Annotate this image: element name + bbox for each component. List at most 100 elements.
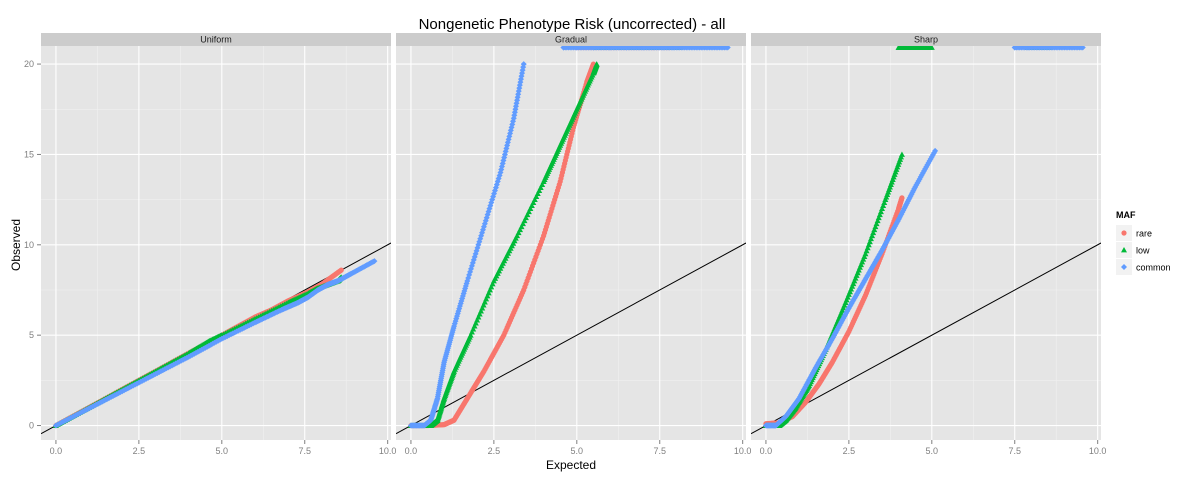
data-point-low <box>483 296 490 302</box>
y-tick-label: 0 <box>29 421 34 431</box>
x-tick-label: 7.5 <box>1008 446 1021 456</box>
data-point-low <box>489 280 496 287</box>
data-point-low <box>848 286 855 292</box>
data-point-low <box>528 202 535 209</box>
data-point-common <box>932 147 939 154</box>
data-point-low <box>488 283 495 290</box>
data-point-low <box>875 214 882 221</box>
data-point-common <box>371 258 378 265</box>
panel-background <box>751 46 1101 440</box>
data-point-low <box>537 184 544 190</box>
data-point-low <box>536 187 543 193</box>
series-common <box>52 258 378 429</box>
legend-label: common <box>1136 263 1171 273</box>
x-tick-label: 5.0 <box>216 446 229 456</box>
data-point-low <box>471 323 478 329</box>
data-point-low <box>874 217 881 224</box>
panel-background <box>41 46 391 440</box>
panel-sharp: Sharp 0.0 2.5 5.0 7.5 10.0 <box>751 33 1106 456</box>
data-point-low <box>530 199 537 206</box>
data-point-low <box>849 283 856 289</box>
x-tick-label: 10.0 <box>734 446 752 456</box>
data-point-low <box>843 296 850 303</box>
facet-strip <box>41 33 391 46</box>
data-point-low <box>859 258 866 265</box>
x-tick-label: 2.5 <box>133 446 146 456</box>
data-point-low <box>846 288 853 295</box>
data-point-low <box>525 208 532 215</box>
data-point-low <box>517 226 524 233</box>
legend-label: rare <box>1136 229 1152 239</box>
data-point-low <box>484 293 491 299</box>
legend-item-common: common <box>1116 259 1171 275</box>
panel-data <box>41 242 391 435</box>
data-point-low <box>842 299 849 306</box>
data-point-low <box>515 229 522 236</box>
facet-strip-label: Sharp <box>914 35 938 45</box>
data-point-low <box>845 291 852 297</box>
data-point-rare <box>899 195 905 201</box>
clipped-common <box>1011 46 1086 51</box>
x-tick-label: 7.5 <box>298 446 311 456</box>
data-point-low <box>844 294 851 300</box>
clipped-point-common <box>724 46 731 51</box>
facet-strip <box>396 33 746 46</box>
legend-title: MAF <box>1116 210 1136 220</box>
legend-marker-low <box>1121 247 1127 253</box>
data-point-low <box>866 238 873 245</box>
data-point-low <box>477 308 484 314</box>
series-common <box>407 61 527 429</box>
data-point-low <box>476 311 483 317</box>
series-common <box>762 147 939 429</box>
legend-label: low <box>1136 246 1150 256</box>
panel-data <box>396 46 746 435</box>
data-point-low <box>863 247 870 254</box>
data-point-low <box>854 269 861 276</box>
data-point-low <box>860 256 867 262</box>
data-point-low <box>852 275 859 281</box>
x-tick-label: 7.5 <box>653 446 666 456</box>
data-point-low <box>474 317 481 323</box>
reference-line <box>396 242 746 435</box>
data-point-low <box>858 261 865 268</box>
data-point-low <box>865 241 872 248</box>
panel-uniform: Uniform 0.0 2.5 5.0 7.5 10.0 <box>41 33 396 456</box>
data-point-low <box>518 223 525 230</box>
clipped-point-low <box>928 46 935 50</box>
data-point-low <box>521 217 528 224</box>
x-axis-title: Expected <box>546 458 596 472</box>
x-tick-label: 0.0 <box>760 446 773 456</box>
data-point-low <box>534 190 541 196</box>
x-tick-label: 0.0 <box>50 446 63 456</box>
data-point-low <box>870 229 877 236</box>
data-point-low <box>481 299 488 305</box>
data-point-low <box>877 208 884 215</box>
data-point-low <box>876 211 883 218</box>
y-tick-label: 20 <box>24 59 34 69</box>
data-point-low <box>527 205 534 212</box>
data-point-low <box>855 267 862 273</box>
legend-marker-rare <box>1121 230 1127 236</box>
data-point-low <box>533 193 540 200</box>
facet-strip <box>751 33 1101 46</box>
data-point-low <box>861 253 868 259</box>
x-tick-label: 10.0 <box>379 446 397 456</box>
x-tick-label: 2.5 <box>488 446 501 456</box>
data-point-low <box>869 232 876 239</box>
legend-marker-common <box>1121 264 1127 270</box>
reference-line <box>751 242 1101 435</box>
data-point-low <box>856 264 863 270</box>
y-tick-label: 15 <box>24 149 34 159</box>
data-point-low <box>853 272 860 278</box>
legend-item-low: low <box>1116 242 1150 258</box>
clipped-point-common <box>1079 46 1086 51</box>
x-tick-label: 5.0 <box>926 446 939 456</box>
data-point-low <box>873 220 880 227</box>
data-point-low <box>514 232 521 239</box>
data-point-common <box>520 61 527 68</box>
y-tick-label: 5 <box>29 330 34 340</box>
x-tick-label: 2.5 <box>843 446 856 456</box>
legend: MAF rare low common <box>1116 210 1171 275</box>
data-point-low <box>480 302 487 308</box>
legend-item-rare: rare <box>1116 225 1152 241</box>
